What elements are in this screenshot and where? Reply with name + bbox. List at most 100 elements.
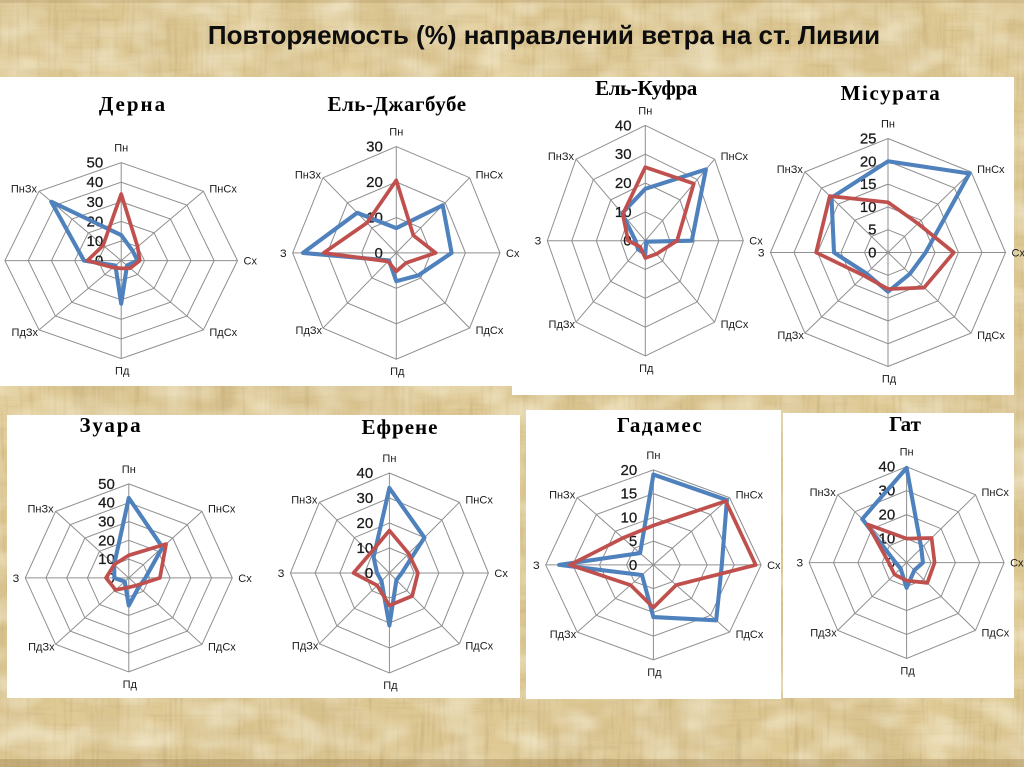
svg-text:Ель-Джагбубе: Ель-Джагбубе — [327, 92, 466, 116]
svg-text:40: 40 — [98, 495, 115, 512]
svg-text:Сх: Сх — [1012, 248, 1024, 260]
svg-text:ПнЗх: ПнЗх — [27, 503, 54, 515]
svg-text:ПнСх: ПнСх — [465, 494, 493, 506]
svg-text:30: 30 — [366, 139, 383, 156]
svg-text:З: З — [758, 248, 765, 260]
svg-text:ПнСх: ПнСх — [476, 170, 504, 182]
svg-text:Ель-Куфра: Ель-Куфра — [595, 76, 698, 100]
svg-text:Пн: Пн — [638, 105, 652, 117]
svg-text:Сх: Сх — [244, 256, 258, 268]
svg-text:Пд: Пд — [639, 363, 654, 375]
svg-text:ПнСх: ПнСх — [977, 164, 1005, 176]
svg-text:ПдЗх: ПдЗх — [28, 641, 55, 653]
svg-text:Сх: Сх — [1010, 558, 1024, 570]
svg-text:ПдСх: ПдСх — [721, 319, 749, 331]
svg-text:0: 0 — [106, 570, 114, 587]
svg-text:ПдСх: ПдСх — [982, 627, 1010, 639]
svg-text:Місурата: Місурата — [841, 81, 942, 105]
svg-text:ПдСх: ПдСх — [208, 641, 236, 653]
svg-text:40: 40 — [87, 174, 104, 191]
svg-text:0: 0 — [868, 245, 876, 262]
svg-text:ПнСх: ПнСх — [982, 487, 1010, 499]
svg-text:25: 25 — [860, 131, 877, 148]
svg-text:5: 5 — [868, 222, 876, 239]
svg-text:20: 20 — [860, 153, 877, 170]
svg-text:Зуара: Зуара — [80, 413, 143, 437]
svg-text:20: 20 — [615, 175, 632, 192]
svg-text:10: 10 — [87, 233, 104, 250]
svg-text:40: 40 — [879, 459, 896, 476]
svg-text:Пд: Пд — [383, 680, 398, 692]
svg-text:Пн: Пн — [646, 450, 660, 462]
svg-text:ПнЗх: ПнЗх — [11, 183, 38, 195]
svg-text:40: 40 — [615, 117, 632, 134]
svg-text:10: 10 — [621, 509, 638, 526]
svg-text:Пд: Пд — [115, 366, 130, 378]
svg-text:10: 10 — [860, 199, 877, 216]
svg-text:Пн: Пн — [114, 143, 128, 155]
svg-text:Повторяемость (%) направлений: Повторяемость (%) направлений ветра на с… — [208, 20, 880, 50]
svg-text:Дерна: Дерна — [99, 92, 167, 116]
svg-text:30: 30 — [98, 514, 115, 531]
svg-text:15: 15 — [860, 176, 877, 193]
svg-text:Сх: Сх — [506, 248, 520, 260]
svg-text:ПнЗх: ПнЗх — [295, 170, 322, 182]
svg-text:15: 15 — [621, 486, 638, 503]
svg-text:Пн: Пн — [382, 453, 396, 465]
svg-text:ПнСх: ПнСх — [208, 503, 236, 515]
svg-text:Пд: Пд — [647, 667, 662, 679]
svg-text:Гадамес: Гадамес — [617, 413, 703, 437]
svg-text:З: З — [533, 560, 540, 572]
svg-text:30: 30 — [615, 146, 632, 163]
svg-text:ПнЗх: ПнЗх — [810, 487, 837, 499]
svg-text:З: З — [535, 236, 542, 248]
svg-text:ПдЗх: ПдЗх — [550, 629, 577, 641]
svg-text:ПдЗх: ПдЗх — [292, 641, 319, 653]
svg-text:50: 50 — [98, 476, 115, 493]
svg-text:20: 20 — [98, 532, 115, 549]
svg-text:ПнЗх: ПнЗх — [548, 151, 575, 163]
svg-text:Пн: Пн — [881, 119, 895, 131]
svg-text:0: 0 — [629, 557, 637, 574]
svg-text:0: 0 — [374, 245, 382, 262]
svg-text:Пд: Пд — [390, 366, 405, 378]
svg-text:Пд: Пд — [882, 374, 897, 386]
svg-text:Гат: Гат — [889, 412, 921, 436]
svg-text:10: 10 — [98, 551, 115, 568]
svg-text:Пн: Пн — [122, 464, 136, 476]
svg-text:ПнЗх: ПнЗх — [777, 164, 804, 176]
svg-text:20: 20 — [879, 507, 896, 524]
svg-text:Пд: Пд — [900, 666, 915, 678]
svg-text:ПдЗх: ПдЗх — [12, 327, 39, 339]
svg-text:ПнСх: ПнСх — [736, 490, 764, 502]
svg-text:ПнЗх: ПнЗх — [291, 494, 318, 506]
svg-text:З: З — [13, 573, 20, 585]
svg-text:ПдСх: ПдСх — [977, 330, 1005, 342]
svg-text:ПдЗх: ПдЗх — [777, 330, 804, 342]
svg-text:30: 30 — [87, 194, 104, 211]
svg-text:ПдЗх: ПдЗх — [810, 627, 837, 639]
svg-text:ПдЗх: ПдЗх — [549, 319, 576, 331]
svg-text:ПдЗх: ПдЗх — [296, 325, 323, 337]
svg-text:30: 30 — [357, 490, 374, 507]
svg-text:Пн: Пн — [389, 127, 403, 139]
svg-text:Ефрене: Ефрене — [362, 415, 439, 439]
svg-text:ПдСх: ПдСх — [476, 325, 504, 337]
svg-text:Сх: Сх — [767, 560, 781, 572]
svg-text:З: З — [796, 558, 803, 570]
svg-text:ПдСх: ПдСх — [465, 641, 493, 653]
svg-text:З: З — [278, 568, 285, 580]
svg-text:40: 40 — [357, 465, 374, 482]
svg-text:50: 50 — [87, 155, 104, 172]
svg-text:ПнЗх: ПнЗх — [549, 490, 576, 502]
svg-text:Сх: Сх — [749, 236, 763, 248]
svg-text:Пн: Пн — [900, 447, 914, 459]
svg-text:ПнСх: ПнСх — [721, 151, 749, 163]
svg-text:0: 0 — [365, 565, 373, 582]
svg-text:Сх: Сх — [238, 573, 252, 585]
svg-text:5: 5 — [629, 533, 637, 550]
svg-text:ПдСх: ПдСх — [736, 629, 764, 641]
svg-text:Пд: Пд — [123, 679, 138, 691]
svg-text:20: 20 — [621, 462, 638, 479]
svg-text:Сх: Сх — [494, 568, 508, 580]
